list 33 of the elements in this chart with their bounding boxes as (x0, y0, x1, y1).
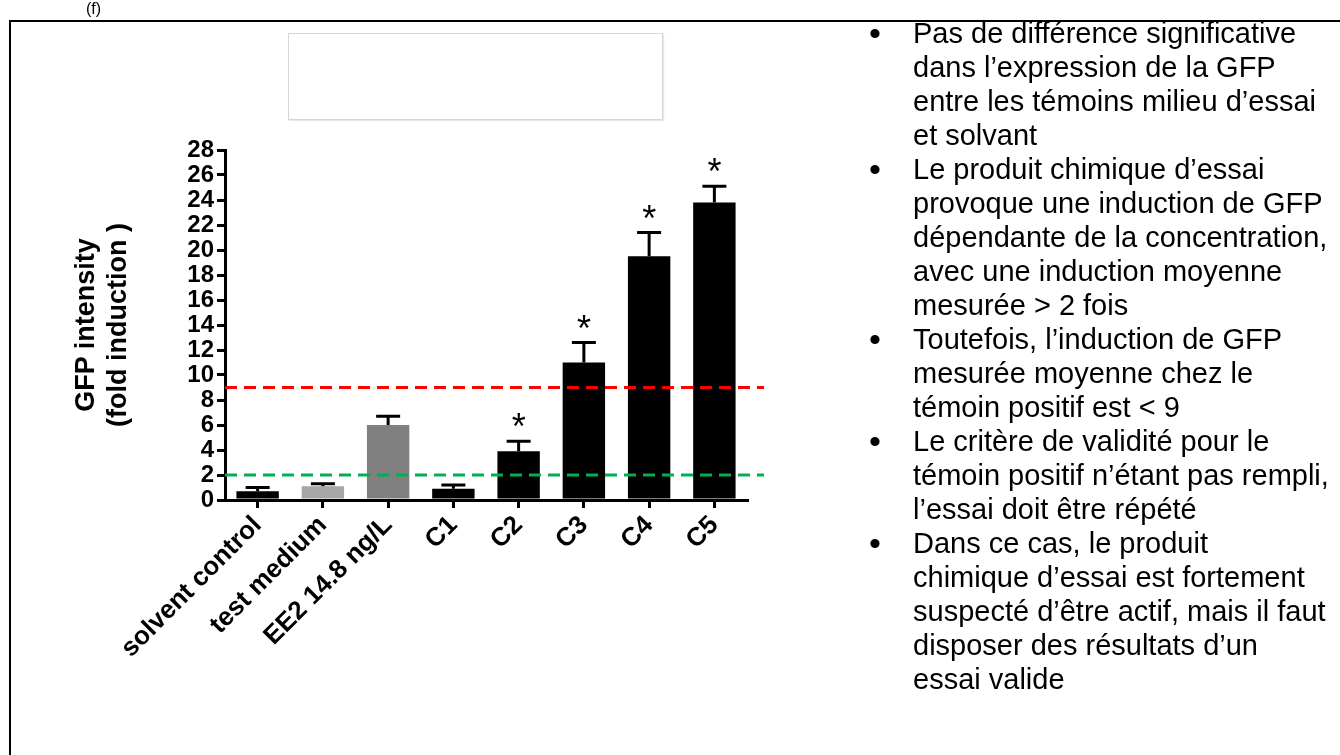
x-tick-label: C4 (613, 508, 659, 554)
y-tick-label: 28 (187, 134, 214, 162)
y-tick-label: 6 (200, 409, 214, 437)
y-tick-label: 8 (200, 384, 214, 412)
bar (301, 486, 345, 499)
y-tick-label: 20 (187, 234, 214, 262)
y-tick-label: 18 (187, 259, 214, 287)
y-tick-label: 22 (187, 209, 214, 237)
y-axis-title: GFP intensity (fold induction ) (69, 223, 133, 427)
x-tick-label: C1 (417, 509, 463, 554)
annotation: * (642, 197, 657, 239)
annotation: * (576, 307, 591, 349)
y-tick-label: 2 (200, 459, 214, 487)
text: • Toutefois, l’induction de GFP mesurée moyenne chez le témoin positif est < 9 (869, 320, 1282, 423)
x-tick-label: C3 (548, 509, 594, 554)
y-tick-label: 12 (187, 334, 214, 362)
y-tick-label: 24 (187, 184, 215, 212)
text: (f) (86, 0, 102, 18)
y-tick-label: 14 (187, 309, 215, 337)
text: • Le produit chimique d’essai provoque une induction de GFP dépendante de la concentration, avec une induction moyenne mesurée > 2 fois (869, 150, 1328, 321)
y-tick-label: 4 (200, 434, 215, 462)
bar (366, 425, 410, 499)
annotation: * (707, 151, 722, 193)
text: • Pas de différence significative dans l’expression de la GFP entre les témoins milieu d’essai et solvant (869, 14, 1316, 151)
x-tick-label: C5 (678, 509, 724, 554)
x-tick-label: C2 (483, 509, 528, 554)
y-tick-label: 26 (187, 159, 214, 187)
text: • Dans ce cas, le produit chimique d’essai est fortement suspecté d’être actif, mais il faut disposer des résultats d’un essai valide (869, 524, 1326, 695)
text: • Le critère de validité pour le témoin positif n’étant pas rempli, l’essai doit être répété (869, 422, 1329, 525)
annotation: * (511, 406, 526, 448)
y-tick-label: 10 (187, 359, 214, 387)
y-tick-label: 16 (187, 284, 214, 312)
y-tick-label: 0 (200, 484, 214, 512)
